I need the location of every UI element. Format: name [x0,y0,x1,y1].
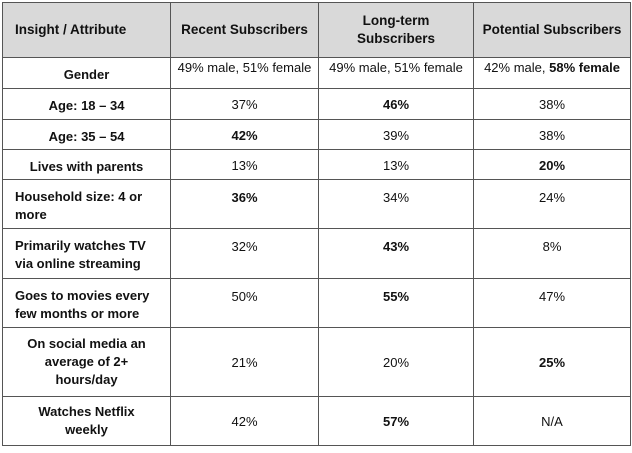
longterm-value: 57% [318,396,474,446]
potential-value: 24% [473,179,631,229]
longterm-value: 43% [318,228,474,279]
longterm-value: 46% [318,88,474,120]
potential-value: 25% [473,327,631,397]
table-row: Gender 49% male, 51% female 49% male, 51… [2,57,631,89]
table-row: Watches Netflix weekly 42% 57% N/A [2,396,631,446]
subscriber-insights-table: Insight / Attribute Recent Subscribers L… [2,2,631,446]
potential-value-female: 58% female [549,60,620,75]
recent-value: 21% [170,327,319,397]
longterm-value: 49% male, 51% female [318,57,474,89]
recent-value: 37% [170,88,319,120]
table-row: Household size: 4 or more 36% 34% 24% [2,179,631,229]
attribute-cell: On social media an average of 2+ hours/d… [2,327,171,397]
longterm-value: 55% [318,278,474,328]
header-insight-attribute: Insight / Attribute [2,2,171,58]
recent-value: 50% [170,278,319,328]
potential-value: 20% [473,149,631,180]
attribute-cell: Primarily watches TV via online streamin… [2,228,171,279]
header-recent-subscribers: Recent Subscribers [170,2,319,58]
header-potential-subscribers: Potential Subscribers [473,2,631,58]
potential-value: 42% male, 58% female [473,57,631,89]
potential-value: 38% [473,88,631,120]
table-row: Primarily watches TV via online streamin… [2,228,631,279]
longterm-value: 20% [318,327,474,397]
header-long-term-subscribers: Long-term Subscribers [318,2,474,58]
table-row: Goes to movies every few months or more … [2,278,631,328]
potential-value: 38% [473,119,631,150]
recent-value: 49% male, 51% female [170,57,319,89]
attribute-cell: Gender [2,57,171,89]
recent-value: 42% [170,119,319,150]
table-row: Age: 35 – 54 42% 39% 38% [2,119,631,150]
potential-value: N/A [473,396,631,446]
attribute-cell: Lives with parents [2,149,171,180]
longterm-value: 13% [318,149,474,180]
attribute-cell: Household size: 4 or more [2,179,171,229]
potential-value-male: 42% male, [484,60,550,75]
potential-value: 47% [473,278,631,328]
header-row: Insight / Attribute Recent Subscribers L… [2,2,631,58]
longterm-value: 34% [318,179,474,229]
attribute-cell: Age: 35 – 54 [2,119,171,150]
attribute-cell: Age: 18 – 34 [2,88,171,120]
recent-value: 36% [170,179,319,229]
attribute-cell: Watches Netflix weekly [2,396,171,446]
table-row: Lives with parents 13% 13% 20% [2,149,631,180]
recent-value: 32% [170,228,319,279]
table-row: On social media an average of 2+ hours/d… [2,327,631,397]
recent-value: 13% [170,149,319,180]
potential-value: 8% [473,228,631,279]
longterm-value: 39% [318,119,474,150]
table-row: Age: 18 – 34 37% 46% 38% [2,88,631,120]
recent-value: 42% [170,396,319,446]
attribute-cell: Goes to movies every few months or more [2,278,171,328]
